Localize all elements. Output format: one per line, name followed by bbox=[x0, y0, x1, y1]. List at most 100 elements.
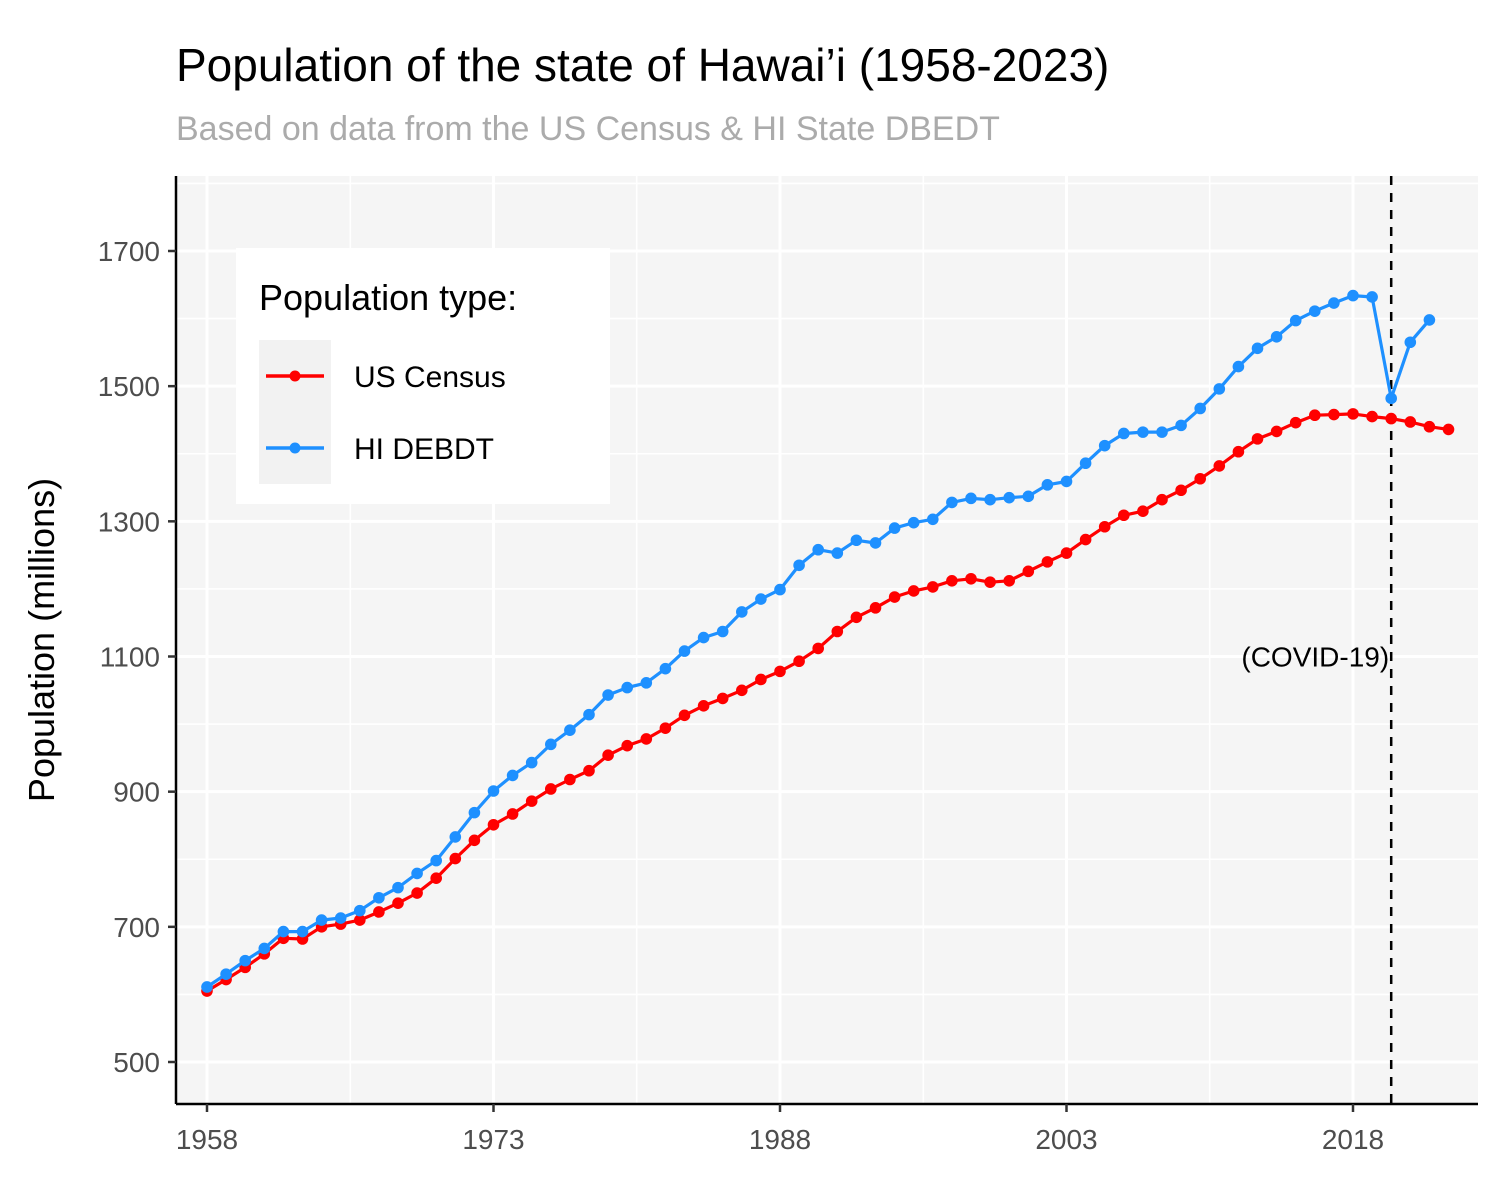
legend-label-hi-debdt: HI DEBDT bbox=[354, 433, 494, 466]
data-point bbox=[1118, 427, 1130, 440]
data-point bbox=[1022, 565, 1035, 578]
data-point bbox=[793, 655, 805, 668]
data-point bbox=[640, 733, 653, 745]
data-point bbox=[1098, 520, 1111, 533]
data-point bbox=[1328, 408, 1340, 421]
data-point bbox=[506, 808, 519, 820]
annotation-layer: (COVID-19) bbox=[1241, 176, 1393, 1104]
data-point bbox=[1309, 305, 1321, 317]
data-point bbox=[334, 912, 347, 924]
data-point bbox=[659, 662, 672, 675]
data-point bbox=[411, 887, 423, 899]
data-point bbox=[277, 925, 290, 938]
data-point bbox=[411, 867, 423, 880]
data-point bbox=[373, 906, 385, 918]
data-point bbox=[258, 942, 271, 955]
data-point bbox=[850, 534, 863, 547]
y-tick-label: 900 bbox=[113, 777, 160, 808]
data-point bbox=[1079, 533, 1092, 546]
data-point bbox=[774, 583, 786, 596]
data-point bbox=[736, 606, 748, 618]
x-tick-label: 1988 bbox=[749, 1124, 811, 1155]
axes bbox=[174, 176, 1478, 1106]
x-tick-label: 2003 bbox=[1035, 1124, 1097, 1155]
data-point bbox=[1289, 314, 1302, 327]
data-point bbox=[506, 769, 519, 782]
data-point bbox=[1194, 472, 1206, 485]
data-point bbox=[1156, 426, 1168, 438]
data-point bbox=[1003, 491, 1015, 504]
data-point bbox=[1213, 460, 1226, 472]
data-point bbox=[583, 708, 595, 721]
data-point bbox=[793, 559, 805, 572]
data-point bbox=[984, 493, 996, 506]
y-tick-label: 1700 bbox=[98, 236, 160, 267]
data-point bbox=[1213, 383, 1226, 395]
y-tick-label: 1500 bbox=[98, 371, 160, 402]
data-point bbox=[468, 834, 481, 847]
data-point bbox=[965, 572, 977, 585]
covid-annotation-label: (COVID-19) bbox=[1241, 642, 1389, 673]
data-point bbox=[1385, 412, 1397, 425]
data-point bbox=[315, 914, 328, 926]
legend: Population type: US Census HI DEBDT bbox=[236, 248, 610, 504]
data-point bbox=[430, 854, 443, 867]
y-tick-label: 1300 bbox=[98, 506, 160, 537]
data-point bbox=[1442, 423, 1455, 436]
y-axis-title: Population (millions) bbox=[21, 478, 62, 802]
ticks: 1958 1973 1988 2003 2018 500 700 900 1100 1300 150… bbox=[98, 236, 1384, 1155]
data-point bbox=[1347, 289, 1359, 302]
data-point bbox=[1270, 425, 1283, 438]
data-point bbox=[1404, 416, 1417, 428]
data-point bbox=[525, 795, 538, 807]
data-point bbox=[1098, 439, 1111, 452]
y-tick-label: 1100 bbox=[100, 642, 160, 673]
data-point bbox=[487, 818, 500, 831]
data-point bbox=[736, 684, 748, 697]
data-point bbox=[1022, 490, 1035, 503]
data-point bbox=[716, 625, 729, 638]
data-point bbox=[697, 700, 710, 712]
data-point bbox=[1137, 505, 1149, 517]
data-point bbox=[907, 516, 920, 529]
data-point bbox=[850, 611, 863, 624]
data-point bbox=[449, 831, 462, 843]
data-point bbox=[602, 749, 614, 761]
data-point bbox=[1232, 360, 1245, 373]
data-point bbox=[392, 897, 404, 909]
legend-title: Population type: bbox=[259, 277, 517, 318]
data-point bbox=[296, 925, 309, 938]
legend-label-us-census: US Census bbox=[354, 361, 506, 394]
data-point bbox=[1194, 402, 1206, 415]
data-point bbox=[755, 593, 767, 605]
legend-item-us-census: US Census bbox=[259, 340, 506, 412]
data-point bbox=[392, 881, 404, 894]
data-point bbox=[888, 591, 901, 603]
data-point bbox=[468, 806, 481, 819]
legend-key-marker bbox=[289, 370, 301, 382]
data-point bbox=[1041, 479, 1054, 491]
data-point bbox=[239, 954, 251, 967]
data-point bbox=[1232, 445, 1245, 458]
data-point bbox=[1404, 336, 1417, 349]
data-point bbox=[1309, 409, 1321, 422]
legend-key-marker bbox=[289, 442, 301, 454]
data-point bbox=[946, 496, 958, 509]
data-point bbox=[1423, 420, 1436, 433]
data-point bbox=[621, 739, 633, 752]
data-point bbox=[812, 642, 824, 655]
data-point bbox=[545, 738, 557, 751]
legend-item-hi-debdt: HI DEBDT bbox=[259, 412, 494, 484]
data-point bbox=[1328, 297, 1340, 309]
data-point bbox=[449, 852, 462, 865]
data-point bbox=[831, 625, 844, 638]
x-tick-label: 1958 bbox=[176, 1124, 238, 1155]
data-point bbox=[1060, 547, 1073, 559]
chart-title: Population of the state of Hawai’i (1958… bbox=[176, 39, 1110, 91]
data-point bbox=[201, 981, 213, 993]
data-point bbox=[220, 968, 232, 980]
chart-subtitle: Based on data from the US Census & HI St… bbox=[176, 110, 1000, 148]
data-point bbox=[965, 492, 977, 505]
